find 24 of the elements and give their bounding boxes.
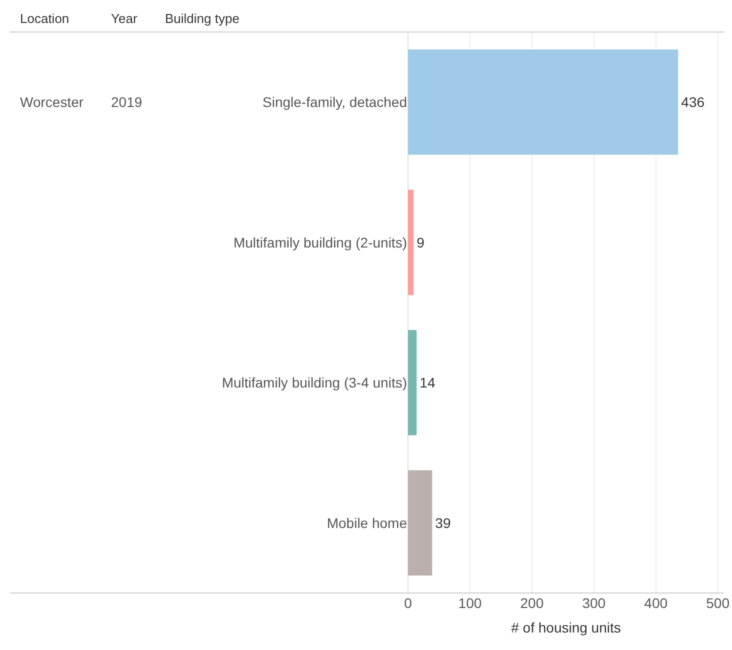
data-label: 39 — [435, 514, 451, 531]
bar — [408, 50, 678, 155]
y-tick-label: Multifamily building (3-4 units) — [222, 374, 407, 391]
data-label: 14 — [420, 374, 436, 391]
y-tick-label: Mobile home — [326, 514, 408, 531]
x-tick-label: 300 — [582, 595, 606, 611]
bar — [408, 190, 414, 295]
text: Location — [20, 11, 70, 26]
y-tick-label: Multifamily building (2-units) — [233, 234, 407, 250]
x-tick-label: 100 — [458, 595, 482, 611]
text: Building type — [165, 11, 240, 26]
x-tick-label: 400 — [644, 595, 668, 611]
x-tick-label: 0 — [404, 595, 412, 611]
x-tick-label: 500 — [706, 595, 730, 611]
x-tick-label: 200 — [520, 595, 544, 611]
bar — [408, 330, 417, 436]
x-axis-title: # of housing units — [511, 619, 621, 636]
data-label: 9 — [416, 234, 425, 250]
bar — [408, 470, 432, 576]
text: Year — [111, 11, 138, 26]
y-tick-label: Single-family, detached — [262, 94, 407, 110]
text: 2019 — [111, 94, 142, 110]
data-label: 436 — [681, 94, 705, 110]
text: Worcester — [20, 94, 84, 110]
